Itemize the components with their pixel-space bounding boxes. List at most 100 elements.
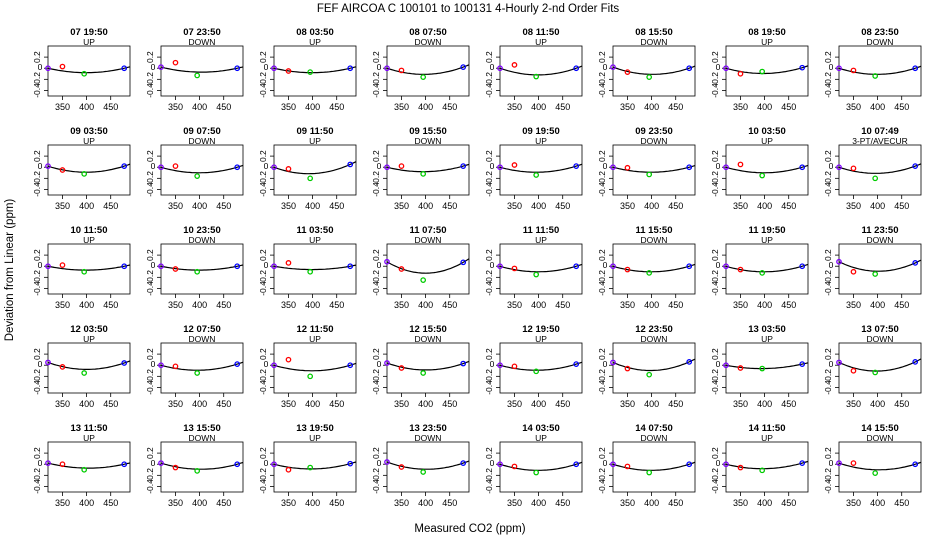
data-point — [737, 365, 744, 371]
data-point — [81, 370, 88, 376]
data-point — [912, 461, 919, 468]
y-tick-label: 0 — [377, 161, 382, 171]
data-point — [121, 65, 128, 72]
data-point — [850, 268, 857, 275]
y-tick-label: 0 — [151, 359, 156, 369]
y-tick-label: 0 — [829, 161, 834, 171]
data-point — [398, 266, 405, 272]
y-tick-label: -0.2 — [484, 270, 494, 285]
panel: 10 07:493-PT/AVECUR 350 400 450 -0.4-0.200.2 — [823, 126, 922, 211]
data-point — [45, 65, 51, 72]
data-point — [533, 368, 540, 375]
y-tick-label: 0.2 — [484, 249, 494, 261]
data-point — [158, 460, 164, 466]
panel-title: 07 19:50 — [70, 27, 108, 38]
x-tick-label: 450 — [668, 102, 683, 112]
data-point — [511, 363, 518, 370]
data-point — [850, 165, 857, 172]
y-tick-label: 0 — [264, 62, 269, 72]
data-point — [836, 359, 842, 366]
y-tick-label: -0.2 — [32, 171, 42, 186]
x-tick-label: 350 — [55, 201, 70, 211]
data-point — [497, 164, 503, 171]
y-tick-label: -0.2 — [258, 171, 268, 186]
data-point — [285, 166, 292, 172]
panel-direction: UP — [761, 433, 773, 443]
y-tick-label: 0.2 — [484, 51, 494, 63]
x-tick-label: 350 — [846, 102, 861, 112]
y-tick-label: 0 — [264, 260, 269, 270]
y-axis-label: Deviation from Linear (ppm) — [4, 199, 16, 342]
data-point — [737, 266, 744, 273]
data-point — [398, 67, 405, 74]
data-point — [737, 464, 744, 471]
x-tick-label: 400 — [418, 399, 433, 409]
x-tick-label: 350 — [733, 201, 748, 211]
y-tick-label: -0.2 — [258, 72, 268, 87]
y-tick-label: 0.2 — [145, 150, 155, 162]
y-tick-label: 0.2 — [597, 447, 607, 459]
y-tick-label: -0.2 — [32, 270, 42, 285]
y-tick-label: 0 — [151, 458, 156, 468]
x-tick-label: 350 — [394, 300, 409, 310]
data-point — [81, 466, 88, 473]
panel-direction: UP — [761, 235, 773, 245]
panel-title: 07 23:50 — [183, 27, 221, 38]
data-point — [271, 65, 277, 72]
panel-direction: DOWN — [415, 136, 442, 146]
data-point — [850, 367, 857, 374]
y-tick-label: -0.4 — [823, 479, 833, 494]
data-point — [912, 359, 919, 365]
y-tick-label: -0.2 — [710, 369, 720, 384]
x-tick-label: 350 — [846, 201, 861, 211]
y-tick-label: -0.4 — [145, 479, 155, 494]
data-point — [850, 460, 857, 466]
data-point — [384, 65, 390, 72]
data-point — [573, 361, 580, 367]
data-point — [836, 460, 842, 466]
y-tick-label: 0.2 — [32, 447, 42, 459]
fit-curve — [838, 358, 922, 372]
panel-title: 13 07:50 — [861, 324, 899, 335]
panel-direction: UP — [309, 136, 321, 146]
panel-direction: UP — [761, 136, 773, 146]
data-point — [172, 266, 179, 272]
data-point — [686, 164, 693, 171]
y-tick-label: -0.4 — [823, 281, 833, 296]
fit-curve — [612, 461, 696, 471]
y-tick-label: -0.4 — [823, 83, 833, 98]
y-tick-label: 0.2 — [597, 348, 607, 360]
x-tick-label: 400 — [531, 102, 546, 112]
panel-title: 14 07:50 — [635, 423, 673, 434]
y-tick-label: 0 — [716, 458, 721, 468]
y-tick-label: -0.2 — [710, 468, 720, 483]
x-tick-label: 350 — [507, 300, 522, 310]
y-tick-label: -0.4 — [484, 479, 494, 494]
x-tick-label: 350 — [281, 300, 296, 310]
data-point — [686, 65, 693, 72]
data-point — [511, 62, 518, 68]
y-tick-label: -0.4 — [32, 479, 42, 494]
y-tick-label: 0.2 — [32, 249, 42, 261]
panel-frame — [838, 243, 922, 295]
panel-frame — [386, 441, 470, 493]
data-point — [836, 258, 842, 265]
data-point — [121, 263, 128, 270]
y-tick-label: -0.2 — [597, 369, 607, 384]
y-tick-label: -0.2 — [145, 369, 155, 384]
data-point — [872, 369, 879, 376]
data-point — [686, 461, 693, 468]
panel-frame — [612, 342, 696, 394]
y-tick-label: 0 — [38, 260, 43, 270]
x-tick-label: 450 — [668, 498, 683, 508]
y-tick-label: -0.2 — [823, 369, 833, 384]
data-point — [59, 262, 66, 268]
x-tick-label: 450 — [216, 201, 231, 211]
